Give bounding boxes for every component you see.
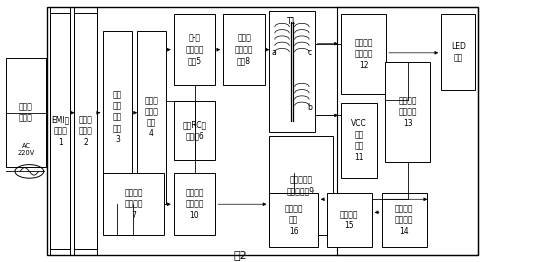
Bar <box>341 103 377 178</box>
Bar <box>341 14 386 94</box>
Bar <box>382 193 427 247</box>
Text: 开关电源
管理芯片
10: 开关电源 管理芯片 10 <box>185 189 204 220</box>
Bar <box>327 193 372 247</box>
Text: 光电耦合
电路
16: 光电耦合 电路 16 <box>284 205 303 236</box>
Text: 输出电压
采样电路
13: 输出电压 采样电路 13 <box>399 96 417 128</box>
Bar <box>223 14 265 85</box>
Text: 输入电流
采样电路
7: 输入电流 采样电路 7 <box>124 189 142 220</box>
Text: 隔离式高频
开关变压器9: 隔离式高频 开关变压器9 <box>287 176 315 195</box>
Bar <box>173 101 215 160</box>
Text: VCC
产生
电路
11: VCC 产生 电路 11 <box>351 119 367 162</box>
Bar <box>6 58 46 167</box>
Text: 参考电压
产生电路
14: 参考电压 产生电路 14 <box>395 205 413 236</box>
Bar <box>50 13 70 249</box>
Text: 强-弱
分压滤波
电路5: 强-弱 分压滤波 电路5 <box>185 34 204 65</box>
Text: EMI滤
波电路
1: EMI滤 波电路 1 <box>51 116 70 147</box>
Text: AC
220V: AC 220V <box>18 143 35 156</box>
Text: 图2: 图2 <box>233 250 247 260</box>
Bar <box>269 193 318 247</box>
Text: 外接RC抑
落电路6: 外接RC抑 落电路6 <box>183 120 206 140</box>
Text: 电阻分
压采样
电路
4: 电阻分 压采样 电路 4 <box>145 96 158 139</box>
Text: 变压器
初级钳位
电路8: 变压器 初级钳位 电路8 <box>235 34 253 65</box>
Text: a: a <box>272 48 277 57</box>
Bar <box>75 13 97 249</box>
Text: c: c <box>307 48 312 57</box>
Text: 比较电路
15: 比较电路 15 <box>340 210 358 230</box>
Bar <box>337 7 478 255</box>
Bar <box>137 31 166 204</box>
Bar <box>269 11 315 132</box>
Bar <box>269 136 333 235</box>
Text: 输出整流
滤波电路
12: 输出整流 滤波电路 12 <box>354 39 373 70</box>
Text: LED
负载: LED 负载 <box>451 42 466 62</box>
Bar <box>385 62 430 162</box>
Bar <box>173 14 215 85</box>
Bar <box>103 31 132 204</box>
Text: b: b <box>307 103 312 112</box>
Text: 输入整
流电路
2: 输入整 流电路 2 <box>78 116 92 147</box>
Text: T1: T1 <box>287 17 296 26</box>
Bar <box>441 14 475 90</box>
Text: 功率
因数
校正
电路
3: 功率 因数 校正 电路 3 <box>113 91 122 144</box>
Bar <box>103 173 164 235</box>
Bar <box>173 173 215 235</box>
Bar <box>47 7 478 255</box>
Text: 可控硅
调光器: 可控硅 调光器 <box>19 103 33 123</box>
